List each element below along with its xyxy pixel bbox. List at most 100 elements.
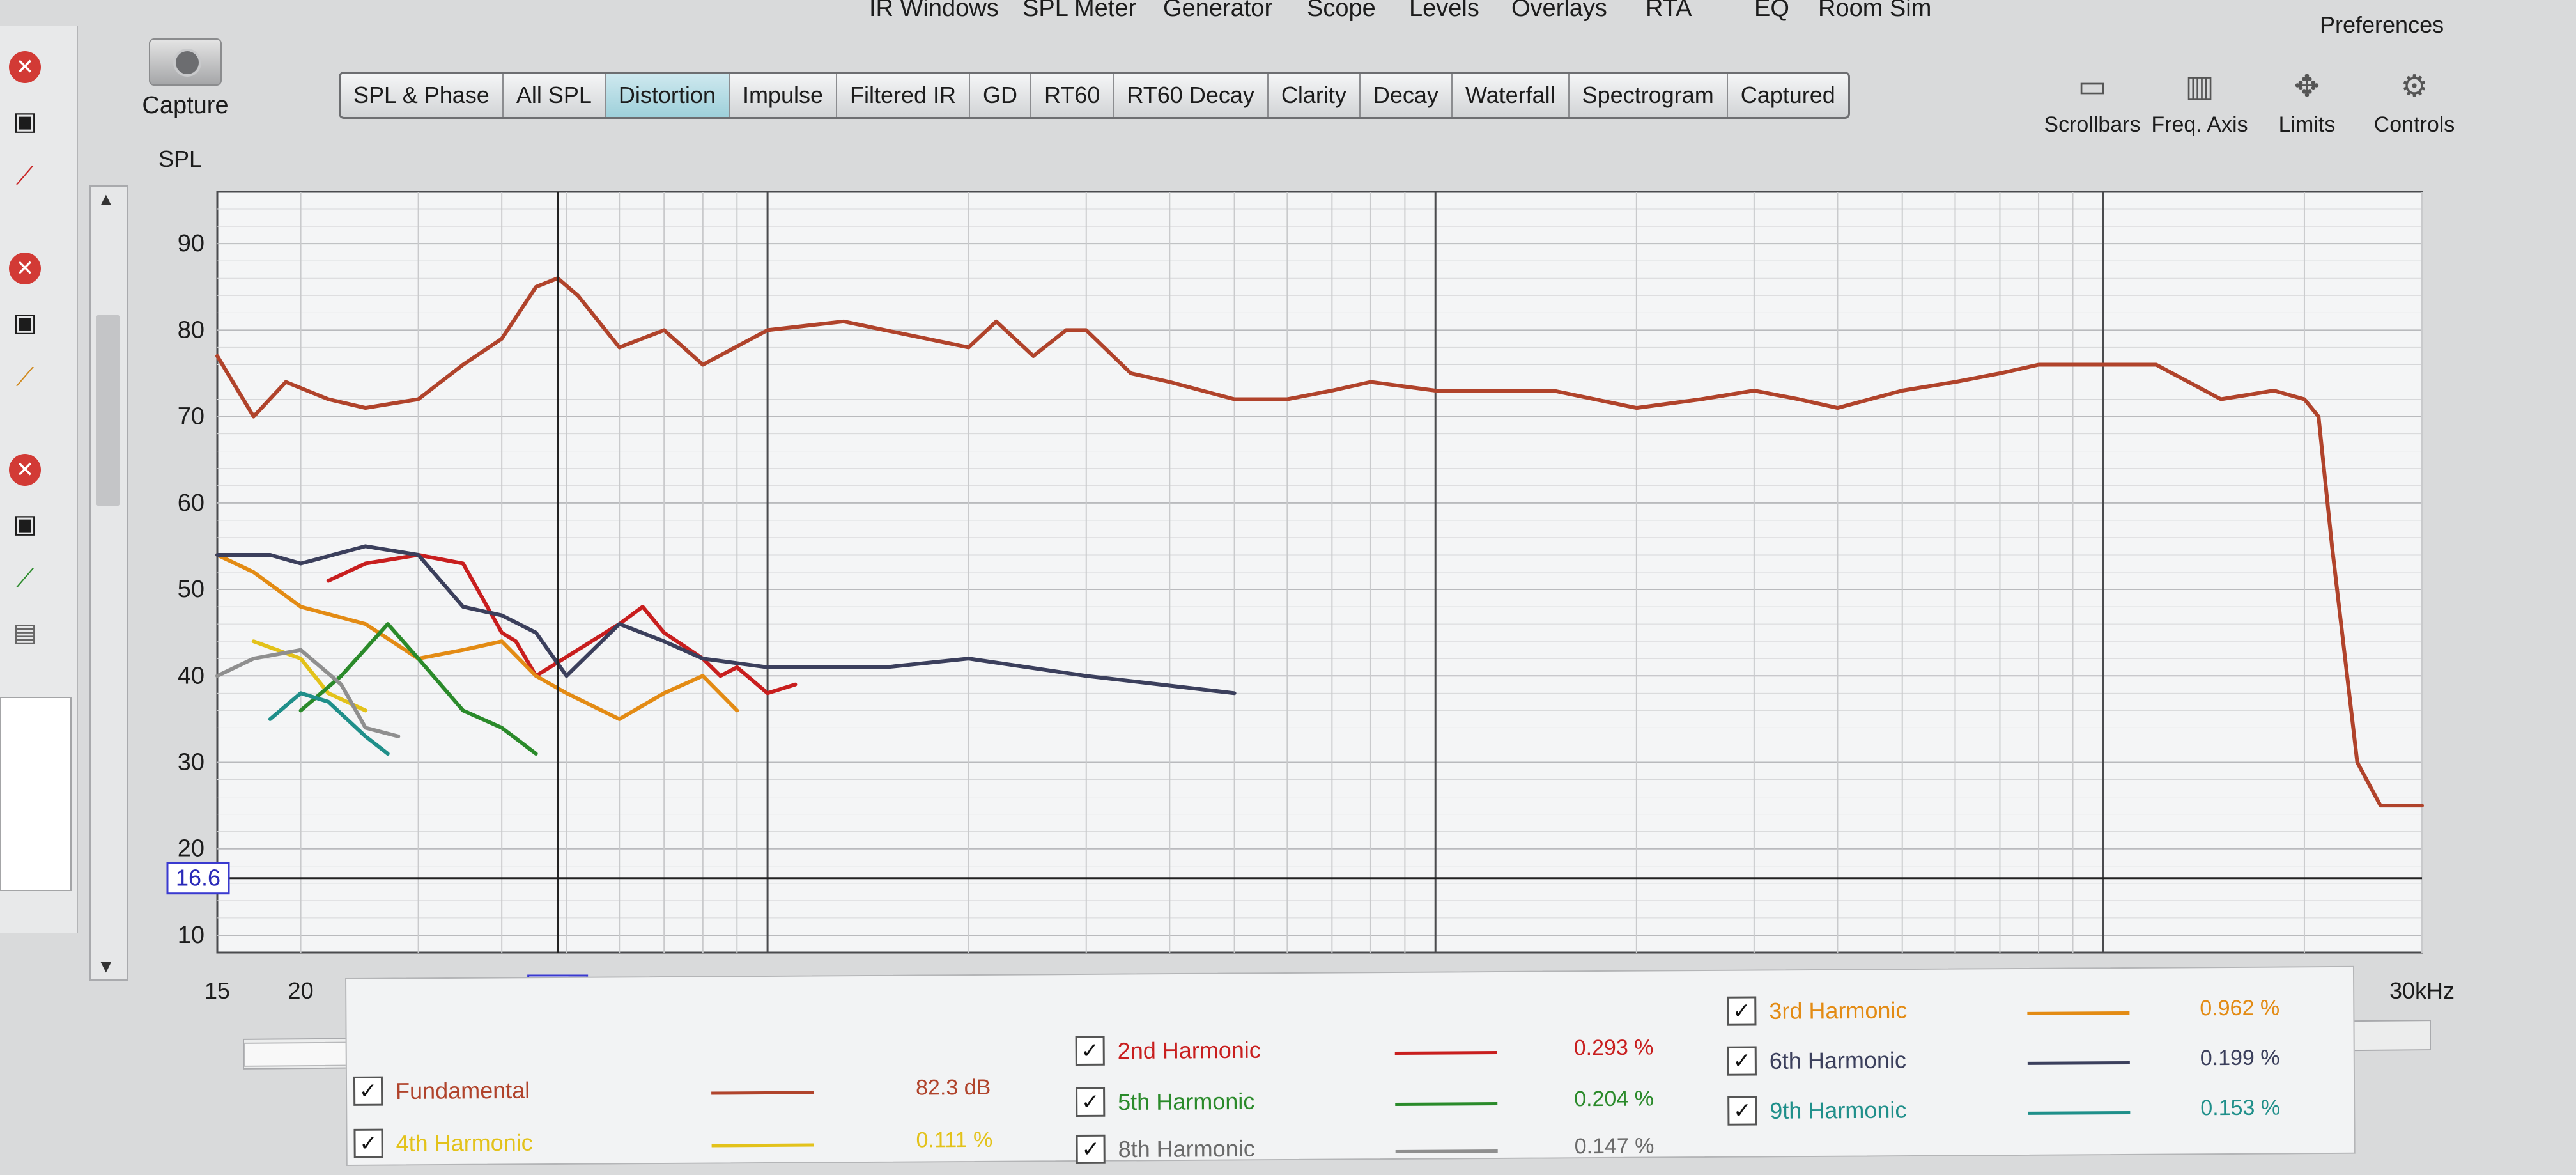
pen-icon[interactable]: ⟋ [16,564,34,593]
preferences-link[interactable]: Preferences [2320,12,2444,38]
tab-clarity[interactable]: Clarity [1269,74,1361,117]
tab-all-spl[interactable]: All SPL [504,74,606,117]
legend-name: 3rd Harmonic [1769,997,1908,1024]
menu-scope[interactable]: Scope [1307,0,1376,22]
series-layer [215,276,2424,808]
scrollbars-icon: ▭ [2078,70,2107,104]
legend-item[interactable]: ✓ 8th Harmonic 0.147 % [1076,1133,1654,1171]
series-line [215,553,739,721]
tab-decay[interactable]: Decay [1361,74,1453,117]
legend-value: 0.962 % [2200,995,2280,1021]
menu-spl-meter[interactable]: SPL Meter [1022,0,1137,22]
menu-eq[interactable]: EQ [1754,0,1789,22]
x-tick-label: 30kHz [2389,977,2455,1004]
checkbox[interactable]: ✓ [1076,1087,1106,1117]
legend-item[interactable]: ✓ Fundamental 82.3 dB [353,1075,991,1112]
legend-value: 82.3 dB [915,1075,991,1100]
close-icon[interactable]: ✕ [9,253,41,284]
tab-distortion[interactable]: Distortion [605,74,730,117]
legend-swatch [2027,1011,2130,1015]
menu-overlays[interactable]: Overlays [1511,0,1607,22]
y-tick-label: 80 [178,316,204,343]
legend-swatch [711,1091,814,1095]
vertical-scrollbar[interactable]: ▲ ▼ [89,185,128,981]
x-tick-label: 15 [204,977,230,1004]
legend-value: 0.199 % [2200,1045,2280,1071]
menu-rta[interactable]: RTA [1646,0,1692,22]
checkbox[interactable]: ✓ [1727,1046,1757,1077]
menu-ir-windows[interactable]: IR Windows [869,0,999,22]
checkbox[interactable]: ✓ [353,1129,383,1159]
legend-item[interactable]: ✓ 9th Harmonic 0.153 % [1727,1095,2280,1132]
legend-name: Fundamental [395,1077,530,1105]
tab-gd[interactable]: GD [970,74,1032,117]
legend-item[interactable]: ✓ 6th Harmonic 0.199 % [1727,1045,2280,1082]
y-tick-label: 50 [178,576,204,603]
legend-name: 6th Harmonic [1769,1047,1907,1074]
pen-icon[interactable]: ⟋ [16,363,34,391]
vertical-scroll-thumb[interactable] [96,315,120,506]
tab-filtered-ir[interactable]: Filtered IR [837,74,971,117]
legend-item[interactable]: ✓ 2nd Harmonic 0.293 % [1075,1035,1654,1072]
y-tick-label: 30 [178,749,204,776]
save-icon[interactable]: ▣ [13,510,37,538]
x-tick-label: 20 [288,977,314,1004]
legend-name: 9th Harmonic [1770,1096,1907,1124]
legend-swatch [711,1143,814,1148]
checkbox[interactable]: ✓ [1076,1135,1106,1165]
save-icon[interactable]: ▣ [13,107,37,136]
tab-rt60[interactable]: RT60 [1031,74,1114,117]
scroll-up-icon[interactable]: ▲ [97,189,115,209]
checkbox[interactable]: ✓ [1727,1096,1757,1126]
notes-icon[interactable]: ▤ [13,619,37,647]
grid [217,192,2423,953]
legend-swatch [1394,1050,1497,1055]
checkbox[interactable]: ✓ [1075,1036,1105,1066]
controls-icon: ⚙ [2400,70,2428,104]
legend-item[interactable]: ✓ 3rd Harmonic 0.962 % [1727,995,2279,1032]
controls-button[interactable]: ⚙ Controls [2361,61,2468,137]
menu-levels[interactable]: Levels [1409,0,1479,22]
series-line [215,276,2424,808]
checkbox[interactable]: ✓ [353,1077,383,1107]
y-axis-label: SPL [158,146,203,172]
legend-value: 0.153 % [2200,1095,2281,1121]
scrollbars-button[interactable]: ▭ Scrollbars [2039,61,2146,137]
y-tick-label: 70 [178,403,204,430]
tab-rt60-decay[interactable]: RT60 Decay [1114,74,1269,117]
checkbox[interactable]: ✓ [1727,996,1757,1027]
right-toolbar: ▭ Scrollbars ▥ Freq. Axis ✥ Limits ⚙ Con… [2039,61,2468,137]
scroll-down-icon[interactable]: ▼ [97,956,115,976]
legend-swatch [1395,1101,1498,1106]
capture-label: Capture [142,92,229,119]
close-icon[interactable]: ✕ [9,51,41,83]
menu-generator[interactable]: Generator [1163,0,1273,22]
tab-spectrogram[interactable]: Spectrogram [1570,74,1728,117]
legend-name: 5th Harmonic [1118,1087,1255,1116]
freq-axis-button[interactable]: ▥ Freq. Axis [2146,61,2253,137]
tab-impulse[interactable]: Impulse [730,74,837,117]
legend-value: 0.204 % [1574,1086,1654,1112]
pen-icon[interactable]: ⟋ [16,162,34,190]
save-icon[interactable]: ▣ [13,309,37,337]
menu-room-sim[interactable]: Room Sim [1818,0,1932,22]
capture-button[interactable]: Capture [134,38,236,120]
controls-label: Controls [2373,113,2455,137]
series-line [298,622,538,756]
legend-swatch [2028,1110,2131,1115]
tab-spl-phase[interactable]: SPL & Phase [341,74,504,117]
close-icon[interactable]: ✕ [9,454,41,486]
y-tick-label: 40 [178,662,204,689]
limits-button[interactable]: ✥ Limits [2253,61,2361,137]
y-tick-label: 20 [178,836,204,862]
legend-value: 0.147 % [1574,1133,1654,1159]
series-line [215,648,401,738]
y-axis: 10 20 30 40 50 60 70 80 90 [178,230,204,949]
tab-waterfall[interactable]: Waterfall [1453,74,1570,117]
legend-item[interactable]: ✓ 5th Harmonic 0.204 % [1076,1086,1654,1123]
legend-swatch [2027,1061,2130,1065]
camera-icon [149,38,222,86]
legend-name: 8th Harmonic [1118,1135,1255,1163]
tab-captured[interactable]: Captured [1740,82,1835,108]
legend-item[interactable]: ✓ 4th Harmonic 0.111 % [353,1128,992,1165]
